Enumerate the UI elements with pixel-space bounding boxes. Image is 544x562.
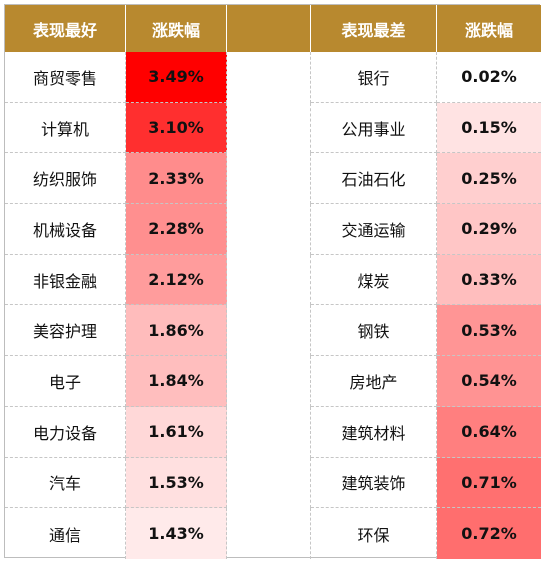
best-sector-name: 电力设备 bbox=[5, 406, 126, 458]
header-spacer bbox=[227, 5, 311, 52]
best-sector-change: 2.28% bbox=[126, 204, 227, 255]
row-spacer bbox=[227, 52, 311, 103]
worst-sector-change: 0.29% bbox=[437, 204, 541, 255]
best-sector-name: 汽车 bbox=[5, 457, 126, 509]
best-sector-change: 1.43% bbox=[126, 508, 227, 559]
best-sector-change: 1.86% bbox=[126, 305, 227, 357]
best-sector-change: 3.10% bbox=[126, 102, 227, 154]
worst-sector-name: 银行 bbox=[311, 52, 437, 103]
row-spacer bbox=[227, 305, 311, 357]
best-sector-change: 1.53% bbox=[126, 457, 227, 509]
best-sector-name: 机械设备 bbox=[5, 204, 126, 255]
header-best-sector: 表现最好 bbox=[5, 5, 126, 52]
worst-sector-name: 建筑装饰 bbox=[311, 457, 437, 509]
worst-sector-name: 煤炭 bbox=[311, 254, 437, 306]
row-spacer bbox=[227, 406, 311, 458]
worst-sector-name: 建筑材料 bbox=[311, 406, 437, 458]
worst-sector-name: 公用事业 bbox=[311, 102, 437, 154]
best-sector-change: 3.49% bbox=[126, 52, 227, 103]
best-sector-change: 2.33% bbox=[126, 153, 227, 205]
header-worst-change: 涨跌幅 bbox=[437, 5, 541, 52]
row-spacer bbox=[227, 102, 311, 154]
header-worst-sector: 表现最差 bbox=[311, 5, 437, 52]
row-spacer bbox=[227, 254, 311, 306]
worst-sector-name: 交通运输 bbox=[311, 204, 437, 255]
worst-sector-change: 0.02% bbox=[437, 52, 541, 103]
row-spacer bbox=[227, 356, 311, 407]
row-spacer bbox=[227, 204, 311, 255]
worst-sector-change: 0.71% bbox=[437, 457, 541, 509]
best-sector-name: 计算机 bbox=[5, 102, 126, 154]
worst-sector-change: 0.54% bbox=[437, 356, 541, 407]
sector-performance-table: 表现最好 涨跌幅 表现最差 涨跌幅 商贸零售 3.49% 银行 0.02% 计算机 3.1… bbox=[4, 4, 541, 559]
worst-sector-change: 0.33% bbox=[437, 254, 541, 306]
best-sector-name: 通信 bbox=[5, 508, 126, 559]
header-best-change: 涨跌幅 bbox=[126, 5, 227, 52]
worst-sector-change: 0.25% bbox=[437, 153, 541, 205]
worst-sector-change: 0.15% bbox=[437, 102, 541, 154]
worst-sector-name: 钢铁 bbox=[311, 305, 437, 357]
row-spacer bbox=[227, 457, 311, 509]
worst-sector-change: 0.64% bbox=[437, 406, 541, 458]
best-sector-change: 2.12% bbox=[126, 254, 227, 306]
best-sector-change: 1.61% bbox=[126, 406, 227, 458]
best-sector-change: 1.84% bbox=[126, 356, 227, 407]
worst-sector-change: 0.53% bbox=[437, 305, 541, 357]
best-sector-name: 电子 bbox=[5, 356, 126, 407]
row-spacer bbox=[227, 153, 311, 205]
worst-sector-name: 石油石化 bbox=[311, 153, 437, 205]
row-spacer bbox=[227, 508, 311, 559]
worst-sector-name: 环保 bbox=[311, 508, 437, 559]
worst-sector-change: 0.72% bbox=[437, 508, 541, 559]
best-sector-name: 商贸零售 bbox=[5, 52, 126, 103]
best-sector-name: 纺织服饰 bbox=[5, 153, 126, 205]
best-sector-name: 非银金融 bbox=[5, 254, 126, 306]
worst-sector-name: 房地产 bbox=[311, 356, 437, 407]
best-sector-name: 美容护理 bbox=[5, 305, 126, 357]
